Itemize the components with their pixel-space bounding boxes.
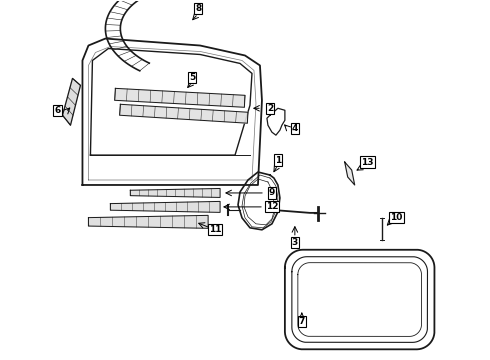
Text: 5: 5: [189, 73, 196, 82]
Text: 13: 13: [362, 158, 374, 167]
Text: 9: 9: [269, 188, 275, 197]
Text: 1: 1: [275, 156, 281, 165]
Text: 7: 7: [298, 317, 305, 326]
Polygon shape: [63, 78, 80, 125]
Text: 11: 11: [209, 225, 221, 234]
Text: 8: 8: [195, 4, 201, 13]
Text: 2: 2: [267, 104, 273, 113]
Text: 10: 10: [391, 213, 403, 222]
Text: 12: 12: [266, 202, 278, 211]
Polygon shape: [115, 88, 245, 107]
Polygon shape: [110, 201, 220, 212]
Text: 6: 6: [54, 106, 61, 115]
Polygon shape: [345, 162, 355, 185]
Text: 3: 3: [292, 238, 298, 247]
Polygon shape: [89, 215, 208, 228]
Polygon shape: [120, 104, 248, 123]
Polygon shape: [130, 189, 220, 197]
Text: 4: 4: [292, 124, 298, 133]
